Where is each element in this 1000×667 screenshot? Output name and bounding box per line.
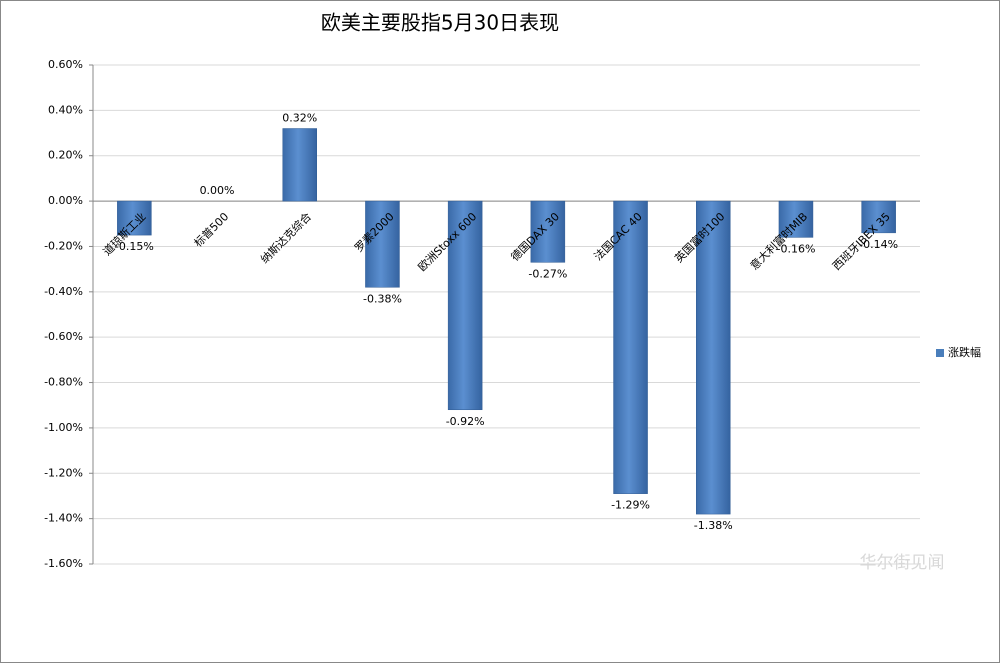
y-tick-label: -1.40% — [44, 512, 83, 525]
value-label: 0.32% — [282, 112, 317, 125]
y-tick-label: 0.00% — [48, 194, 83, 207]
bar — [282, 128, 317, 202]
bar — [861, 200, 896, 234]
y-tick-label: -0.60% — [44, 330, 83, 343]
bar — [530, 200, 566, 263]
value-label: -0.92% — [446, 415, 485, 428]
y-tick-label: -0.40% — [44, 285, 83, 298]
value-label: -0.27% — [528, 267, 567, 280]
value-label: 0.00% — [200, 184, 235, 197]
y-tick-label: 0.20% — [48, 149, 83, 162]
value-label: -1.38% — [694, 519, 733, 532]
value-label: -0.16% — [776, 242, 815, 255]
watermark: 华尔街见闻 — [860, 553, 945, 573]
legend-swatch — [936, 349, 944, 357]
bar — [365, 200, 400, 288]
value-label: -0.14% — [859, 238, 898, 251]
value-label: -1.29% — [611, 499, 650, 512]
y-tick-label: -1.20% — [44, 466, 83, 479]
y-tick-label: -1.00% — [44, 421, 83, 434]
bar — [613, 200, 648, 494]
y-tick-label: 0.60% — [48, 58, 83, 71]
bar — [117, 200, 152, 236]
bar — [447, 200, 483, 411]
bar — [778, 200, 814, 238]
value-label: -0.15% — [115, 240, 154, 253]
value-label: -0.38% — [363, 292, 402, 305]
legend-label: 涨跌幅 — [948, 345, 981, 359]
chart-title: 欧美主要股指5月30日表现 — [321, 11, 559, 35]
y-tick-label: 0.40% — [48, 103, 83, 116]
y-tick-label: -0.80% — [44, 376, 83, 389]
y-tick-label: -0.20% — [44, 239, 83, 252]
y-tick-label: -1.60% — [44, 557, 83, 570]
bar — [696, 200, 731, 515]
